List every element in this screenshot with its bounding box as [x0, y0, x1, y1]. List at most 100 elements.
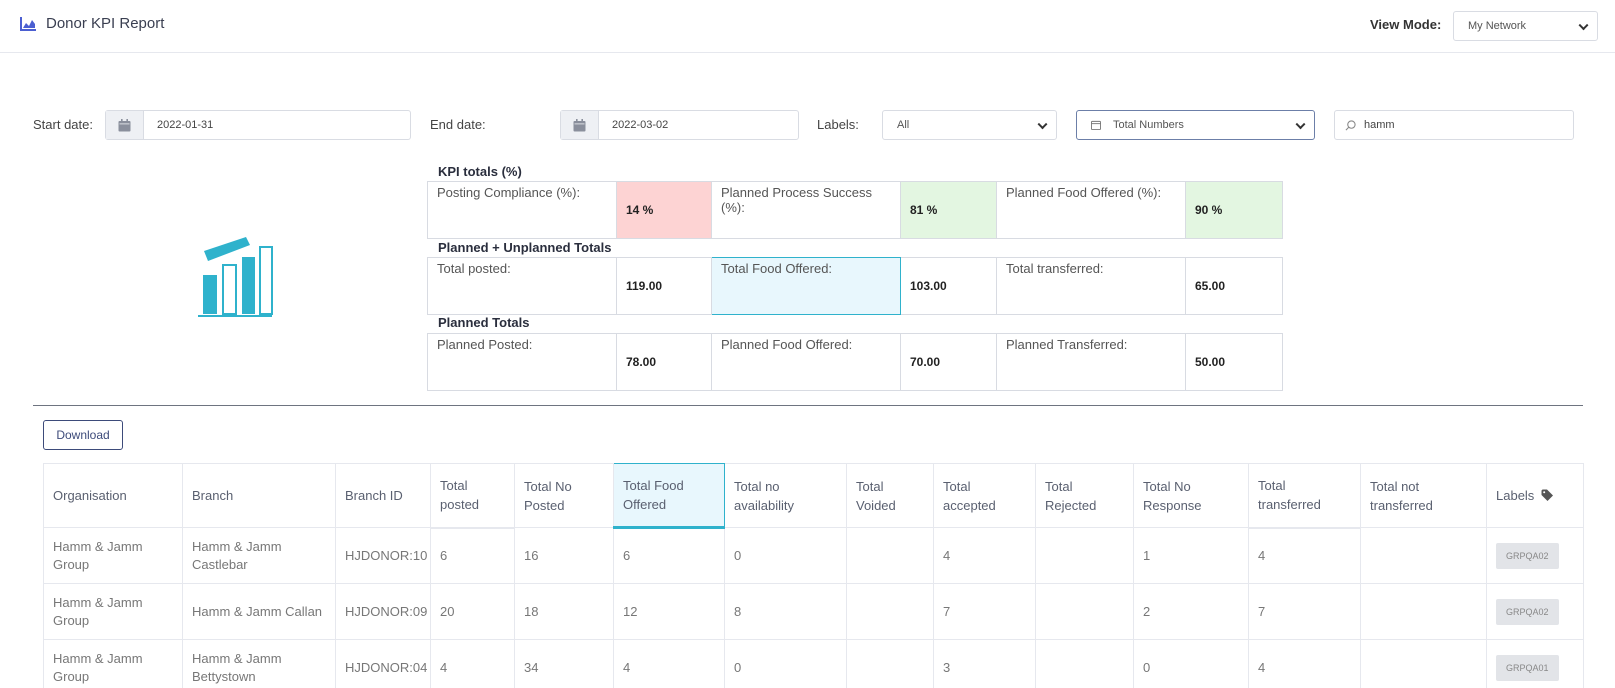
table-cell: HJDONOR:09	[335, 583, 431, 640]
table-cell: 6	[430, 527, 515, 584]
page-header: Donor KPI Report View Mode: My Network	[0, 0, 1615, 53]
view-mode-label: View Mode:	[1370, 17, 1442, 32]
table-cell: Hamm & Jamm Castlebar	[182, 527, 336, 584]
planned-food-offered-label: Planned Food Offered:	[711, 333, 901, 391]
page-title: Donor KPI Report	[46, 15, 165, 32]
search-icon	[1345, 119, 1356, 130]
posting-compliance-value: 14 %	[616, 181, 712, 239]
table-cell: 34	[514, 639, 614, 688]
start-date-field[interactable]: 2022-01-31	[105, 110, 411, 140]
planned-food-offered-pct-label: Planned Food Offered (%):	[996, 181, 1186, 239]
table-cell: 4	[430, 639, 515, 688]
table-cell: 4	[1248, 527, 1361, 584]
section-divider	[33, 405, 1583, 406]
chevron-down-icon	[1578, 20, 1589, 31]
search-input[interactable]: hamm	[1334, 110, 1574, 140]
table-cell	[1360, 527, 1487, 584]
planned-process-success-label: Planned Process Success (%):	[711, 181, 901, 239]
planned-transferred-label: Planned Transferred:	[996, 333, 1186, 391]
label-badge[interactable]: GRPQA02	[1496, 542, 1559, 569]
table-row: Hamm & Jamm Group Hamm & Jamm Castlebar HJ…	[43, 527, 1584, 584]
col-header-total-no-posted[interactable]: Total No Posted	[514, 463, 614, 528]
table-cell: 6	[613, 527, 725, 584]
start-date-value: 2022-01-31	[157, 119, 214, 131]
table-cell: Hamm & Jamm Bettystown	[182, 639, 336, 688]
labels-label: Labels:	[817, 117, 859, 132]
table-cell: 7	[933, 583, 1036, 640]
metric-select-value: Total Numbers	[1113, 119, 1184, 131]
end-date-value: 2022-03-02	[612, 119, 669, 131]
planned-totals-title: Planned Totals	[438, 315, 530, 330]
table-cell: 0	[724, 527, 847, 584]
calendar-icon	[573, 118, 586, 131]
table-cell: Hamm & Jamm Callan	[182, 583, 336, 640]
label-badge[interactable]: GRPQA02	[1496, 598, 1559, 625]
table-cell: 3	[933, 639, 1036, 688]
col-header-total-food-offered[interactable]: Total Food Offered	[613, 463, 725, 529]
table-cell: 4	[1248, 639, 1361, 688]
total-posted-label: Total posted:	[427, 257, 617, 315]
table-cell	[1360, 583, 1487, 640]
table-cell: 0	[724, 639, 847, 688]
col-header-total-not-transferred[interactable]: Total not transferred	[1360, 463, 1487, 528]
col-header-organisation[interactable]: Organisation	[43, 463, 183, 528]
table-cell	[1360, 639, 1487, 688]
col-header-branch[interactable]: Branch	[182, 463, 336, 528]
table-cell: GRPQA01	[1486, 639, 1584, 688]
table-cell	[1035, 583, 1134, 640]
total-food-offered-value: 103.00	[900, 257, 997, 315]
search-value: hamm	[1364, 119, 1395, 131]
table-cell: GRPQA02	[1486, 583, 1584, 640]
end-date-calendar-button[interactable]	[561, 111, 599, 139]
table-cell: 7	[1248, 583, 1361, 640]
planned-posted-value: 78.00	[616, 333, 712, 391]
end-date-field[interactable]: 2022-03-02	[560, 110, 799, 140]
table-row: Hamm & Jamm Group Hamm & Jamm Callan HJDON…	[43, 583, 1584, 640]
table-cell: 1	[1133, 527, 1249, 584]
table-cell: 0	[1133, 639, 1249, 688]
calendar-icon	[1091, 120, 1101, 130]
table-cell: HJDONOR:10	[335, 527, 431, 584]
table-cell: GRPQA02	[1486, 527, 1584, 584]
table-cell: 20	[430, 583, 515, 640]
combined-totals-table: Total posted: 119.00 Total Food Offered:…	[427, 257, 1283, 315]
end-date-label: End date:	[430, 117, 486, 132]
table-cell: 4	[613, 639, 725, 688]
app-title: Donor KPI Report	[20, 15, 164, 32]
label-badge[interactable]: GRPQA01	[1496, 654, 1559, 681]
table-cell	[846, 527, 934, 584]
col-header-total-no-response[interactable]: Total No Response	[1133, 463, 1249, 528]
chart-icon	[20, 16, 36, 31]
planned-process-success-value: 81 %	[900, 181, 997, 239]
total-food-offered-label: Total Food Offered:	[711, 257, 901, 315]
table-cell: Hamm & Jamm Group	[43, 583, 183, 640]
metric-select[interactable]: Total Numbers	[1076, 110, 1315, 140]
view-mode-select[interactable]: My Network	[1453, 11, 1598, 41]
col-header-labels[interactable]: Labels	[1486, 463, 1584, 528]
combined-totals-title: Planned + Unplanned Totals	[438, 240, 612, 255]
planned-totals-table: Planned Posted: 78.00 Planned Food Offer…	[427, 333, 1283, 391]
start-date-calendar-button[interactable]	[106, 111, 144, 139]
table-header-row: Organisation Branch Branch ID Total post…	[43, 463, 1584, 529]
col-header-total-accepted[interactable]: Total accepted	[933, 463, 1036, 528]
download-button[interactable]: Download	[43, 420, 123, 450]
table-cell	[1035, 639, 1134, 688]
col-header-total-rejected[interactable]: Total Rejected	[1035, 463, 1134, 528]
kpi-totals-title: KPI totals (%)	[438, 164, 522, 179]
table-cell: 4	[933, 527, 1036, 584]
tag-icon	[1541, 489, 1553, 501]
table-cell: 2	[1133, 583, 1249, 640]
table-cell	[846, 639, 934, 688]
col-header-total-voided[interactable]: Total Voided	[846, 463, 934, 528]
chevron-down-icon	[1295, 119, 1306, 130]
col-header-total-posted[interactable]: Total posted	[430, 463, 515, 529]
table-cell: 8	[724, 583, 847, 640]
col-header-labels-text: Labels	[1496, 488, 1535, 503]
planned-food-offered-value: 70.00	[900, 333, 997, 391]
col-header-total-transferred[interactable]: Total transferred	[1248, 463, 1361, 529]
table-cell	[846, 583, 934, 640]
col-header-branch-id[interactable]: Branch ID	[335, 463, 431, 528]
labels-select[interactable]: All	[882, 110, 1057, 140]
table-cell: 18	[514, 583, 614, 640]
col-header-total-no-availability[interactable]: Total no availability	[724, 463, 847, 528]
